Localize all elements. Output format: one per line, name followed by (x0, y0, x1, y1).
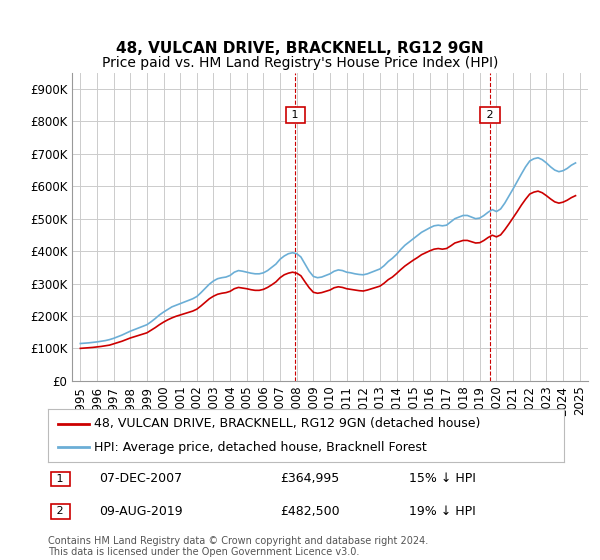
Text: 2: 2 (53, 506, 67, 516)
Text: 09-AUG-2019: 09-AUG-2019 (100, 505, 183, 517)
Text: 07-DEC-2007: 07-DEC-2007 (100, 473, 183, 486)
Text: 19% ↓ HPI: 19% ↓ HPI (409, 505, 476, 517)
Text: Contains HM Land Registry data © Crown copyright and database right 2024.
This d: Contains HM Land Registry data © Crown c… (48, 535, 428, 557)
Text: £364,995: £364,995 (280, 473, 340, 486)
Text: 1: 1 (289, 110, 302, 120)
Text: 48, VULCAN DRIVE, BRACKNELL, RG12 9GN (detached house): 48, VULCAN DRIVE, BRACKNELL, RG12 9GN (d… (94, 417, 481, 430)
Text: HPI: Average price, detached house, Bracknell Forest: HPI: Average price, detached house, Brac… (94, 441, 427, 454)
Text: £482,500: £482,500 (280, 505, 340, 517)
Text: 15% ↓ HPI: 15% ↓ HPI (409, 473, 476, 486)
Text: 2: 2 (483, 110, 497, 120)
Text: Price paid vs. HM Land Registry's House Price Index (HPI): Price paid vs. HM Land Registry's House … (102, 56, 498, 70)
Text: 1: 1 (53, 474, 67, 484)
Text: 48, VULCAN DRIVE, BRACKNELL, RG12 9GN: 48, VULCAN DRIVE, BRACKNELL, RG12 9GN (116, 41, 484, 56)
